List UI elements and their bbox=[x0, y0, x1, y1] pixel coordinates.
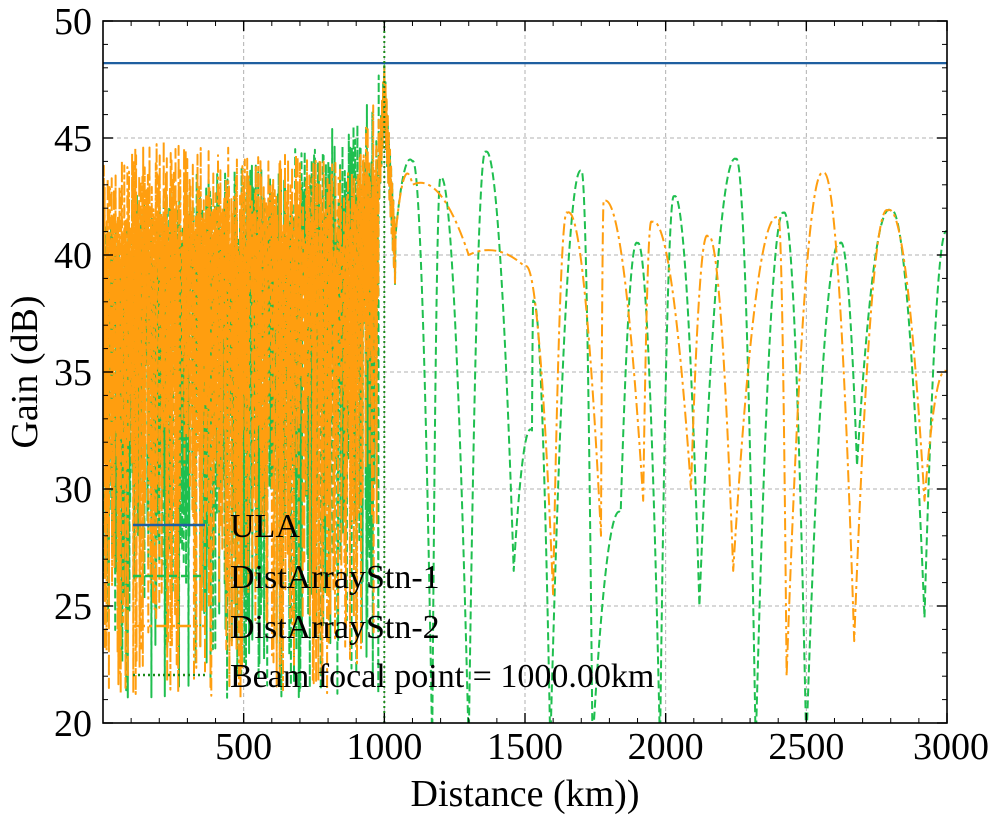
series-layer bbox=[103, 21, 947, 723]
x-tick-label: 1000 bbox=[346, 726, 422, 768]
x-tick-label: 500 bbox=[215, 726, 272, 768]
legend-entry-ula: ULA bbox=[133, 508, 300, 545]
series-line-distarraystn-2 bbox=[103, 64, 947, 700]
x-tick-label: 1500 bbox=[487, 726, 563, 768]
x-tick-label: 2000 bbox=[628, 726, 704, 768]
legend-label-ula: ULA bbox=[230, 508, 300, 545]
legend-entry-beam-focal-point: Beam focal point = 1000.00km bbox=[133, 658, 654, 695]
axes-frame bbox=[102, 20, 948, 724]
legend-label-distarraystn-2: DistArrayStn-2 bbox=[230, 609, 440, 646]
legend-label-distarraystn-1: DistArrayStn-1 bbox=[230, 559, 440, 596]
x-axis-label: Distance (km)) bbox=[411, 773, 640, 815]
x-tick-label: 2500 bbox=[768, 726, 844, 768]
legend-entry-distarraystn-1: DistArrayStn-1 bbox=[133, 559, 440, 596]
y-tick-label: 45 bbox=[54, 118, 92, 160]
x-tick-label: 3000 bbox=[913, 726, 989, 768]
y-tick-label: 30 bbox=[54, 469, 92, 511]
tick-labels: 500 1000 1500 2000 2500 3000 20 25 30 35 40 45 50 bbox=[54, 1, 989, 768]
legend-entry-distarraystn-2: DistArrayStn-2 bbox=[133, 609, 440, 646]
y-tick-label: 40 bbox=[54, 235, 92, 277]
y-tick-label: 50 bbox=[54, 1, 92, 43]
y-tick-label: 20 bbox=[54, 703, 92, 745]
y-tick-label: 35 bbox=[54, 352, 92, 394]
y-axis-label: Gain (dB) bbox=[4, 295, 46, 448]
y-tick-label: 25 bbox=[54, 586, 92, 628]
legend-label-beam-focal-point: Beam focal point = 1000.00km bbox=[230, 658, 654, 695]
legend: ULA DistArrayStn-1 DistArrayStn-2 Beam f… bbox=[133, 508, 654, 695]
